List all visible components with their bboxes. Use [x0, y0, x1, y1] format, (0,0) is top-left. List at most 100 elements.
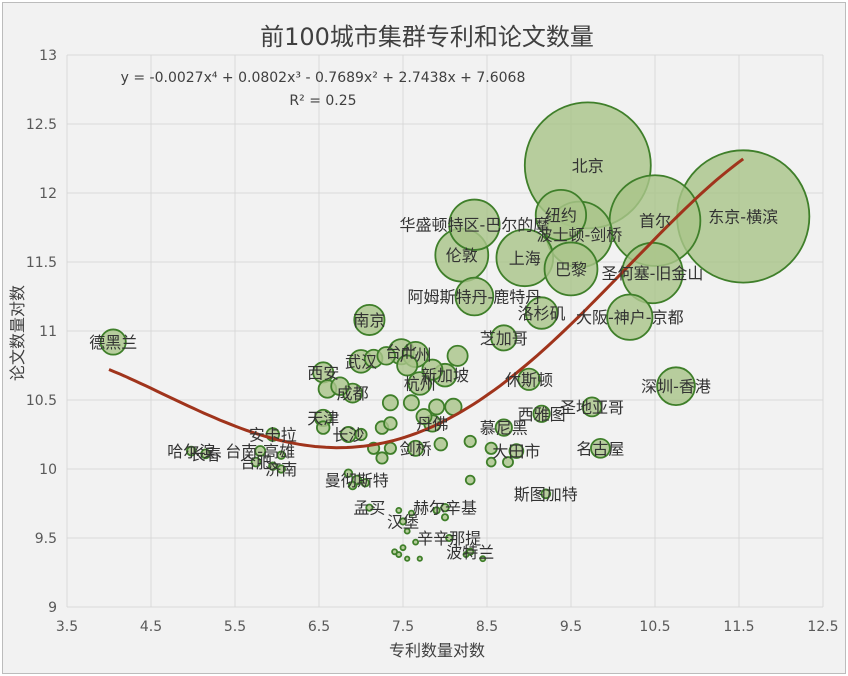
- bubble: [440, 513, 450, 522]
- data-label: 纽约: [545, 206, 577, 225]
- bubble: [276, 450, 286, 460]
- y-tick-labels: 9 9.5 10 10.5 11 11.5 12 12.5 13: [26, 48, 57, 616]
- y-tick-label: 12: [39, 186, 57, 202]
- bubble: [462, 551, 470, 558]
- x-tick-label: 8.5: [476, 619, 498, 635]
- y-tick-label: 13: [39, 48, 57, 64]
- bubble: [402, 394, 420, 412]
- x-tick-label: 9.5: [560, 619, 582, 635]
- trendline-equation: y = -0.0027x⁴ + 0.0802x³ - 0.7689x² + 2.…: [121, 70, 526, 86]
- data-label: 武汉: [345, 352, 377, 371]
- data-label: 孟买: [353, 499, 385, 518]
- bubble: [398, 517, 408, 526]
- x-tick-label: 3.5: [56, 619, 78, 635]
- trendline: [108, 157, 745, 450]
- data-label: 阿姆斯特丹-鹿特丹: [408, 288, 542, 307]
- bubble: [534, 188, 588, 242]
- data-label: 西安: [307, 363, 339, 382]
- bubble: [383, 416, 398, 431]
- x-tick-label: 5.5: [224, 619, 246, 635]
- data-label: 安卡拉: [249, 426, 297, 445]
- data-label: 慕尼黑: [480, 419, 528, 438]
- bubble: [446, 344, 469, 367]
- data-label: 巴黎: [555, 260, 587, 279]
- bubble: [395, 506, 403, 514]
- data-label: 合肥: [240, 453, 272, 472]
- bubble: [330, 376, 350, 396]
- bubble: [407, 439, 425, 457]
- bubble: [343, 468, 354, 478]
- y-tick-label: 9: [48, 600, 57, 616]
- data-label: 上海: [509, 249, 541, 268]
- data-label: 伦敦: [446, 246, 478, 265]
- bubble: [395, 551, 403, 558]
- bubble: [354, 427, 368, 442]
- bubble: [365, 503, 374, 512]
- bubble: [463, 434, 477, 448]
- bubble: [540, 488, 552, 500]
- data-label: 汉堡: [387, 512, 419, 531]
- bubble: [403, 527, 411, 535]
- bubble-chart: 前100城市集群专利和论文数量 9 9.5 10 10.5 11 11.5 12 12.5 13…: [8, 23, 839, 660]
- data-label: 名古屋: [576, 439, 624, 458]
- data-label: 首尔: [639, 212, 671, 231]
- bubble: [448, 198, 501, 251]
- bubble: [517, 367, 541, 391]
- bubble: [421, 358, 444, 381]
- data-label: 辛辛那提: [417, 529, 481, 548]
- data-label: 圣地亚哥: [560, 398, 624, 417]
- data-label: 洛杉矶: [518, 304, 566, 323]
- x-tick-label: 4.5: [140, 619, 162, 635]
- data-label: 深圳-香港: [641, 377, 711, 396]
- data-label: 波特兰: [446, 543, 494, 562]
- data-label: 哈尔滨: [167, 442, 215, 461]
- bubble: [375, 451, 389, 465]
- data-label: 斯图加特: [514, 485, 578, 504]
- bubble: [353, 303, 386, 336]
- bubble: [656, 366, 696, 407]
- bubble: [381, 394, 399, 412]
- data-label: 台北: [385, 343, 417, 362]
- data-label: 南京: [353, 311, 385, 330]
- data-label: 北京: [572, 156, 604, 175]
- bubble: [250, 456, 262, 468]
- data-label: 圣何塞-旧金山: [602, 264, 704, 283]
- bubble: [276, 464, 286, 474]
- bubble: [524, 296, 559, 330]
- data-label: 休斯顿: [505, 370, 553, 389]
- data-label: 赫尔辛基: [413, 499, 477, 518]
- bubble: [404, 555, 411, 562]
- y-tick-label: 10.5: [26, 393, 57, 409]
- y-tick-label: 11: [39, 324, 57, 340]
- y-tick-label: 9.5: [35, 531, 57, 547]
- bubble: [494, 418, 513, 437]
- y-tick-label: 12.5: [26, 117, 57, 133]
- y-tick-label: 11.5: [26, 255, 57, 271]
- bubble: [412, 538, 420, 546]
- bubble: [543, 241, 599, 297]
- chart-title: 前100城市集群专利和论文数量: [260, 23, 594, 51]
- data-label: 曼彻斯特: [325, 471, 389, 490]
- data-label: 杭州: [404, 374, 436, 393]
- bubble: [485, 456, 497, 468]
- trendline-r2: R² = 0.25: [289, 93, 356, 109]
- bubble: [590, 437, 611, 459]
- data-label: 芝加哥: [480, 329, 528, 348]
- y-axis-label: 论文数量对数: [8, 285, 27, 381]
- x-tick-label: 12.5: [807, 619, 838, 635]
- bubbles: [99, 101, 811, 563]
- bubble: [407, 509, 415, 517]
- bubble: [360, 478, 370, 488]
- bubble: [99, 328, 127, 356]
- bubble: [433, 436, 449, 452]
- bubble: [376, 346, 396, 366]
- x-axis-label: 专利数量对数: [389, 641, 485, 660]
- data-label: 成都: [337, 384, 369, 403]
- bubble: [396, 354, 419, 377]
- bubble: [490, 324, 518, 352]
- data-label: 华盛顿特区-巴尔的摩: [400, 216, 550, 235]
- bubble: [532, 404, 551, 423]
- bubble: [200, 448, 211, 460]
- data-label: 济南: [265, 460, 297, 479]
